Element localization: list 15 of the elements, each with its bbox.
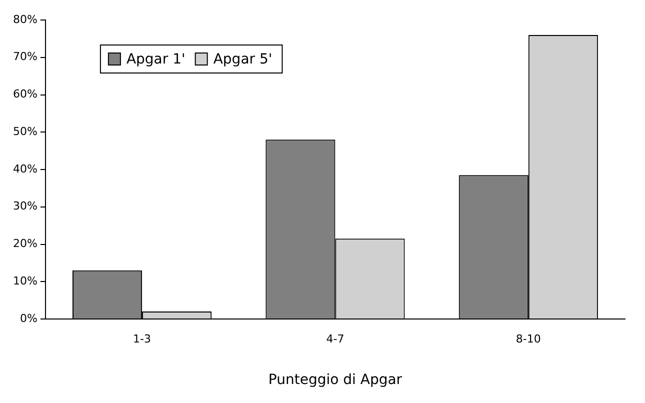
y-tick-label: 0%: [20, 312, 38, 325]
x-axis-title: Punteggio di Apgar: [268, 372, 402, 388]
x-tick-label: 1-3: [133, 332, 152, 346]
x-tick-label: 8-10: [516, 332, 541, 346]
y-tick-label: 70%: [12, 50, 38, 64]
y-tick-label: 30%: [12, 200, 38, 213]
legend-label: Apgar 5': [213, 52, 272, 68]
y-tick-label: 50%: [12, 124, 38, 138]
y-tick-label: 20%: [12, 237, 38, 250]
y-tick-label: 10%: [12, 274, 38, 288]
y-tick-label: 60%: [12, 88, 38, 101]
y-tick-label: 40%: [12, 162, 38, 176]
x-tick-label: 4-7: [326, 332, 344, 346]
y-tick-label: 80%: [12, 12, 38, 26]
legend-label: Apgar 1': [126, 52, 186, 68]
